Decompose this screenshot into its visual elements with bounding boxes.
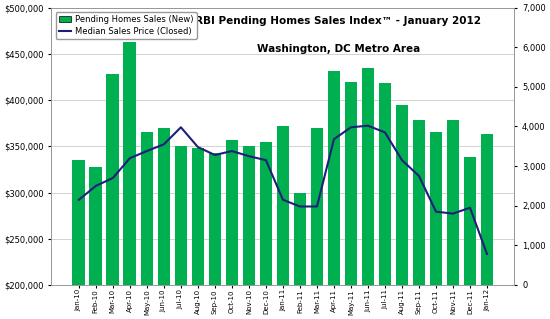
Median Sales Price (Closed) — [229, 149, 235, 153]
Bar — [107, 74, 119, 319]
Median Sales Price (Closed) — [92, 184, 99, 188]
Bar — [208, 153, 221, 319]
Bar — [328, 70, 340, 319]
Median Sales Price (Closed) — [126, 156, 133, 160]
Bar — [140, 132, 153, 319]
Median Sales Price (Closed) — [382, 130, 388, 134]
Median Sales Price (Closed) — [331, 137, 337, 141]
Bar — [191, 148, 204, 319]
Bar — [260, 142, 272, 319]
Bar — [124, 42, 136, 319]
Median Sales Price (Closed) — [450, 212, 456, 216]
Median Sales Price (Closed) — [314, 204, 320, 208]
Bar — [481, 134, 493, 319]
Median Sales Price (Closed) — [212, 153, 218, 157]
Bar — [157, 128, 170, 319]
Median Sales Price (Closed) — [279, 198, 286, 202]
Median Sales Price (Closed) — [296, 204, 303, 208]
Legend: Pending Homes Sales (New), Median Sales Price (Closed): Pending Homes Sales (New), Median Sales … — [56, 12, 196, 39]
Median Sales Price (Closed) — [144, 149, 150, 153]
Median Sales Price (Closed) — [416, 174, 422, 178]
Bar — [174, 146, 187, 319]
Median Sales Price (Closed) — [178, 125, 184, 129]
Bar — [294, 192, 306, 319]
Bar — [345, 82, 358, 319]
Median Sales Price (Closed) — [109, 176, 116, 180]
Text: Washington, DC Metro Area: Washington, DC Metro Area — [257, 44, 420, 54]
Median Sales Price (Closed) — [365, 124, 371, 128]
Median Sales Price (Closed) — [246, 154, 252, 158]
Bar — [311, 128, 323, 319]
Median Sales Price (Closed) — [161, 142, 167, 146]
Bar — [447, 120, 459, 319]
Bar — [243, 146, 255, 319]
Text: RBI Pending Homes Sales Index™ - January 2012: RBI Pending Homes Sales Index™ - January… — [195, 16, 481, 26]
Median Sales Price (Closed) — [75, 198, 82, 202]
Bar — [412, 120, 425, 319]
Median Sales Price (Closed) — [433, 210, 439, 213]
Bar — [395, 105, 408, 319]
Median Sales Price (Closed) — [195, 145, 201, 149]
Median Sales Price (Closed) — [467, 206, 474, 210]
Median Sales Price (Closed) — [263, 158, 270, 162]
Bar — [226, 140, 238, 319]
Bar — [430, 132, 442, 319]
Bar — [361, 68, 375, 319]
Bar — [73, 160, 85, 319]
Median Sales Price (Closed) — [348, 125, 354, 129]
Median Sales Price (Closed) — [483, 252, 490, 256]
Line: Median Sales Price (Closed): Median Sales Price (Closed) — [79, 126, 487, 254]
Bar — [277, 126, 289, 319]
Bar — [90, 167, 102, 319]
Median Sales Price (Closed) — [399, 158, 405, 162]
Bar — [464, 157, 476, 319]
Bar — [378, 84, 392, 319]
